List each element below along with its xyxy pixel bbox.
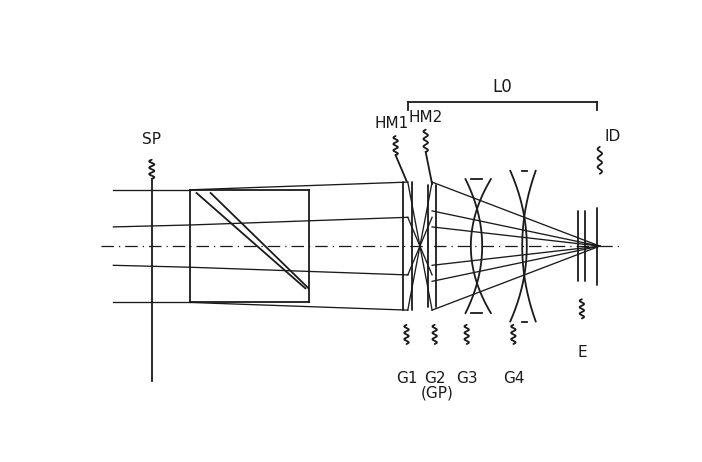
Text: E: E <box>577 345 587 360</box>
Text: G2: G2 <box>424 371 445 386</box>
Text: L0: L0 <box>492 78 512 96</box>
Text: G4: G4 <box>503 371 524 386</box>
Text: (GP): (GP) <box>420 386 453 401</box>
Text: G1: G1 <box>396 371 417 386</box>
Text: G3: G3 <box>456 371 477 386</box>
Text: SP: SP <box>143 132 161 147</box>
Text: ID: ID <box>605 129 621 144</box>
Text: HM2: HM2 <box>409 109 443 124</box>
Text: HM1: HM1 <box>375 116 409 131</box>
